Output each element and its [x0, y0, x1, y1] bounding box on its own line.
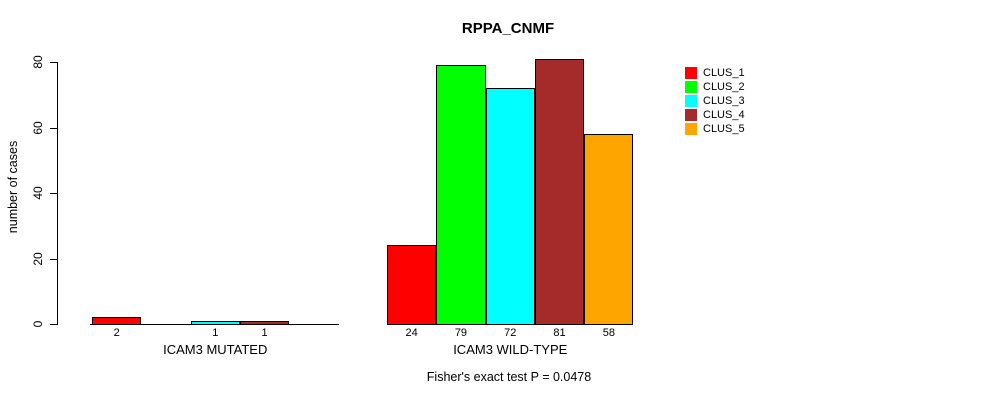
legend-label: CLUS_1 [703, 66, 745, 79]
y-tick-label-40: 40 [31, 186, 45, 200]
footnote-text: Fisher's exact test P = 0.0478 [426, 370, 592, 384]
bar-value-label: 58 [602, 327, 615, 339]
legend-item-clus_5: CLUS_5 [685, 123, 745, 136]
legend-swatch-icon [685, 80, 697, 93]
legend-swatch-icon [685, 66, 697, 79]
y-tick-20 [50, 258, 57, 260]
y-tick-0 [50, 324, 57, 325]
bar-clus_4-group2 [534, 58, 585, 325]
bar-value-label: 2 [113, 327, 120, 339]
y-tick-40 [50, 193, 57, 194]
y-tick-label-20: 20 [31, 251, 45, 266]
y-axis-line [57, 62, 58, 325]
bar-clus_2-group2 [436, 65, 486, 325]
y-tick-label-0: 0 [31, 320, 45, 328]
legend-item-clus_4: CLUS_4 [685, 109, 745, 122]
bar-value-label: 1 [212, 327, 219, 339]
group-label-2: ICAM3 WILD-TYPE [453, 342, 568, 357]
legend-label: CLUS_3 [703, 94, 745, 107]
legend-item-clus_3: CLUS_3 [685, 94, 745, 107]
bar-value-label: 24 [405, 327, 418, 339]
bar-clus_1-group2 [387, 245, 437, 325]
bar-clus_4-group1 [239, 320, 290, 325]
legend-label: CLUS_5 [703, 123, 745, 136]
bar-clus_3-group1 [190, 320, 240, 325]
bar-value-label: 1 [261, 327, 268, 339]
legend-swatch-icon [685, 123, 697, 136]
group-label-1: ICAM3 MUTATED [163, 342, 268, 357]
legend: CLUS_1 CLUS_2 CLUS_3 CLUS_4 CLUS_5 [685, 66, 805, 146]
chart-title: RPPA_CNMF [461, 20, 555, 37]
bar-value-label: 72 [504, 327, 517, 339]
legend-label: CLUS_2 [703, 80, 745, 93]
legend-label: CLUS_4 [703, 109, 745, 122]
bar-clus_1-group1 [92, 317, 142, 325]
bar-clus_5-group2 [584, 134, 634, 325]
y-tick-60 [50, 127, 57, 129]
bar-clus_3-group2 [485, 88, 535, 325]
y-tick-80 [50, 62, 57, 63]
y-tick-label-60: 60 [31, 120, 45, 135]
legend-item-clus_1: CLUS_1 [685, 66, 745, 79]
bar-value-label: 81 [553, 327, 566, 339]
legend-item-clus_2: CLUS_2 [685, 80, 745, 93]
y-tick-label-80: 80 [31, 55, 45, 69]
bar-value-label: 79 [454, 327, 468, 339]
legend-swatch-icon [685, 109, 697, 122]
legend-swatch-icon [685, 94, 697, 107]
